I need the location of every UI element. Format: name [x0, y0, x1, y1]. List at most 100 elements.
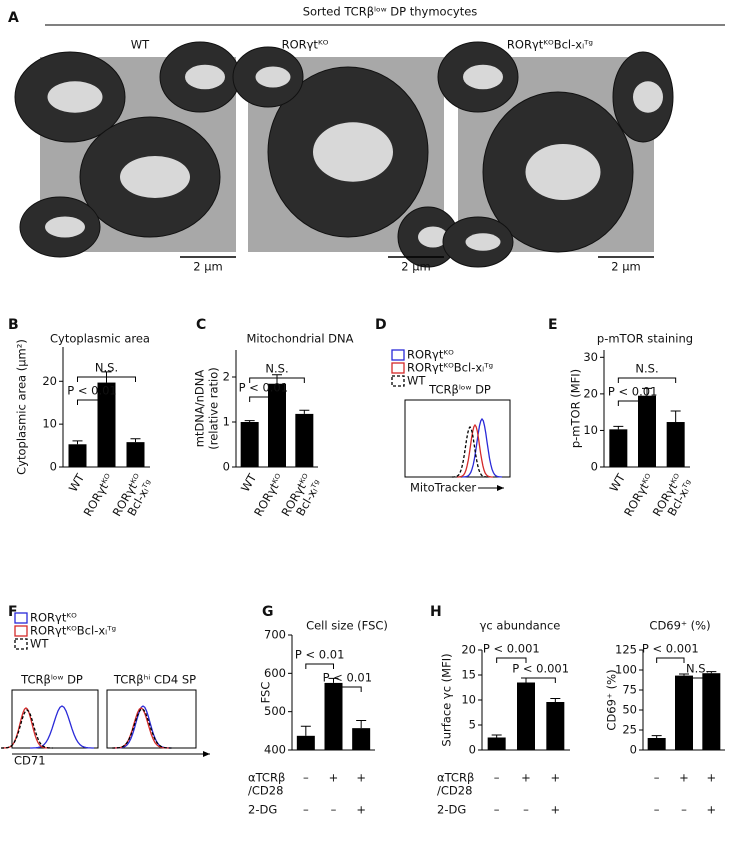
significance-label: N.S.	[95, 361, 118, 375]
panel-label: F	[8, 604, 18, 620]
panel-label: H	[430, 604, 442, 620]
condition-mark: –	[303, 771, 309, 785]
bar	[638, 395, 656, 467]
nucleus-detail	[255, 66, 291, 88]
histogram-curve	[112, 708, 172, 749]
histogram-curve	[115, 705, 171, 749]
y-axis-label: mtDNA/nDNA	[193, 370, 207, 448]
bar	[609, 429, 628, 467]
panel-label: E	[548, 317, 558, 333]
condition-mark: +	[551, 803, 561, 817]
condition-label: 2-DG	[248, 803, 277, 817]
significance-bracket	[617, 400, 648, 406]
bar	[97, 382, 116, 467]
legend-swatch	[14, 638, 28, 650]
chart-title: Mitochondrial DNA	[246, 332, 353, 346]
y-tick-label: 75	[622, 683, 637, 697]
bar	[487, 737, 506, 750]
histogram-curve	[1, 709, 53, 749]
bar	[240, 422, 259, 467]
significance-bracket	[683, 677, 712, 683]
histogram-curve	[2, 707, 50, 749]
y-axis-label: (relative ratio)	[207, 367, 221, 450]
nucleus-detail	[120, 156, 190, 198]
y-tick-label: 700	[264, 628, 286, 642]
nucleus-detail	[45, 216, 85, 238]
condition-mark: +	[356, 771, 366, 785]
error-bar	[706, 671, 717, 674]
bar	[546, 702, 565, 750]
y-tick-label: 25	[622, 723, 637, 737]
chart-title: CD69⁺ (%)	[649, 619, 710, 633]
error-bar	[642, 387, 652, 396]
legend-swatch	[391, 362, 405, 374]
y-axis-label: Cytoplasmic area (μm²)	[15, 339, 29, 475]
error-bar	[679, 673, 689, 676]
legend-label: WT	[30, 637, 49, 651]
x-tick-label: WT	[66, 470, 88, 494]
micrograph-label: RORγtᴷᴼ	[282, 38, 329, 52]
significance-label: P < 0.01	[323, 671, 373, 685]
bar	[324, 682, 343, 750]
micrograph-label: RORγtᴷᴼBcl-xₗᵀᵍ	[507, 38, 593, 52]
error-bar	[300, 725, 311, 736]
histogram-title: TCRβˡᵒʷ DP	[428, 383, 491, 397]
bar	[675, 675, 693, 750]
condition-mark: –	[303, 803, 309, 817]
chart-title: Cytoplasmic area	[50, 332, 150, 346]
bar	[666, 422, 685, 467]
micrograph-label: WT	[131, 38, 150, 52]
y-tick-label: 20	[42, 374, 57, 388]
histogram-frame	[404, 399, 511, 478]
bar	[126, 442, 145, 467]
significance-bracket	[617, 377, 677, 383]
y-axis-label: Surface γc (MFI)	[440, 653, 454, 746]
nucleus-detail	[525, 144, 601, 200]
significance-bracket	[305, 663, 334, 669]
y-tick-label: 0	[630, 743, 637, 757]
y-tick-label: 0	[223, 460, 230, 474]
condition-mark: +	[521, 771, 531, 785]
significance-bracket	[496, 657, 527, 663]
error-bar	[244, 420, 255, 422]
histogram-curve	[113, 707, 169, 749]
significance-bracket	[77, 376, 136, 382]
condition-mark: –	[523, 803, 529, 817]
panel-label: B	[8, 317, 19, 333]
bar	[352, 728, 371, 750]
legend-label: RORγtᴷᴼBcl-xₗᵀᵍ	[30, 624, 116, 638]
micrograph-title: Sorted TCRβˡᵒʷ DP thymocytes	[303, 5, 478, 19]
nucleus-detail	[463, 64, 503, 90]
error-bar	[72, 440, 83, 445]
significance-label: N.S.	[686, 662, 709, 676]
error-bar	[356, 719, 367, 729]
panel-label: D	[375, 317, 387, 333]
significance-bracket	[249, 377, 305, 383]
legend-swatch	[14, 625, 28, 637]
legend-swatch	[391, 349, 405, 361]
error-bar	[328, 677, 339, 683]
bar	[268, 383, 286, 467]
panel-label: C	[196, 317, 206, 333]
nucleus-detail	[465, 233, 501, 251]
condition-label: 2-DG	[437, 803, 466, 817]
y-tick-label: 125	[615, 643, 637, 657]
bar	[647, 738, 666, 750]
significance-bracket	[333, 686, 362, 692]
scale-bar-label: 2 μm	[193, 260, 223, 274]
condition-mark: +	[707, 771, 717, 785]
chart-title: γc abundance	[480, 619, 561, 633]
significance-label: N.S.	[265, 362, 288, 376]
condition-label: αTCRβ	[248, 771, 285, 785]
y-tick-label: 30	[583, 350, 598, 364]
nucleus-detail	[185, 64, 225, 90]
nucleus-detail	[633, 81, 663, 113]
significance-label: N.S.	[635, 362, 658, 376]
histogram-title: TCRβˡᵒʷ DP	[20, 673, 83, 687]
panel-label: G	[262, 604, 274, 620]
y-tick-label: 10	[42, 417, 57, 431]
scale-bar-label: 2 μm	[611, 260, 641, 274]
condition-mark: –	[654, 771, 660, 785]
x-tick-label: WT	[238, 470, 260, 494]
condition-mark: –	[654, 803, 660, 817]
